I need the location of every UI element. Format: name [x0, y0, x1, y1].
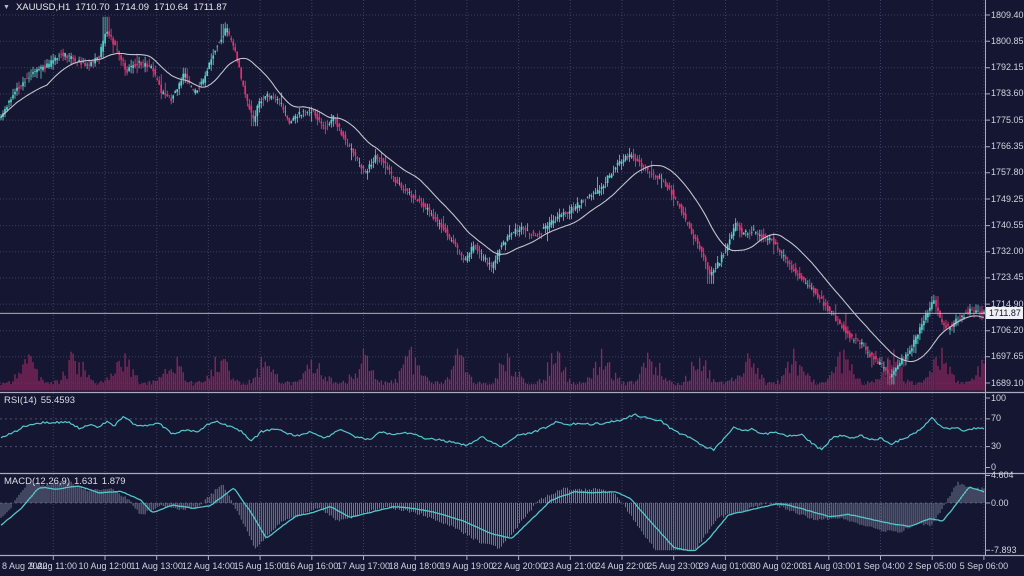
macd-histogram — [0, 480, 985, 551]
price-tick-label: 1740.55 — [991, 220, 1024, 231]
macd-tick-label: -7.893 — [991, 544, 1017, 555]
date-tick-label: 19 Aug 19:00 — [440, 561, 494, 571]
rsi-indicator-label: RSI(14) 55.4593 — [4, 395, 79, 406]
price-tick-label: 1714.90 — [991, 298, 1024, 309]
date-tick-label: 25 Aug 23:00 — [647, 561, 701, 571]
date-tick-label: 11 Aug 13:00 — [130, 561, 183, 571]
symbol-timeframe-label: XAUUSD,H1 — [15, 2, 71, 13]
ohlc-close: 1711.87 — [193, 2, 227, 13]
rsi-tick-label: 70 — [991, 413, 1002, 424]
date-tick-label: 31 Aug 03:00 — [802, 561, 856, 571]
date-tick-label: 18 Aug 18:00 — [388, 561, 442, 571]
rsi-name: RSI(14) — [4, 395, 37, 406]
price-tick-label: 1775.05 — [991, 114, 1024, 125]
price-tick-label: 1706.20 — [991, 325, 1024, 336]
price-tick-label: 1792.15 — [991, 62, 1024, 73]
date-tick-label: 30 Aug 02:00 — [750, 561, 804, 571]
price-tick-label: 1800.85 — [991, 35, 1024, 46]
date-tick-label: 5 Sep 06:00 — [959, 561, 1009, 571]
macd-value-main: 1.631 — [74, 476, 98, 487]
symbol-dropdown-icon[interactable]: ▼ — [3, 4, 10, 11]
price-tick-label: 1723.45 — [991, 272, 1024, 283]
price-tick-label: 1749.25 — [991, 193, 1024, 204]
rsi-tick-label: 0 — [991, 462, 997, 472]
panel-separators[interactable] — [0, 391, 1024, 557]
date-tick-label: 8 Aug 2022 — [2, 561, 48, 571]
date-tick-label: 17 Aug 17:00 — [336, 561, 391, 571]
date-tick-label: 9 Aug 11:00 — [29, 561, 77, 571]
volume-bars — [0, 346, 985, 391]
current-price-badge: 1711.87 — [986, 307, 1023, 319]
price-tick-label: 1766.35 — [991, 141, 1024, 152]
rsi-tick-label: 30 — [991, 441, 1002, 452]
date-tick-label: 12 Aug 14:00 — [181, 561, 235, 571]
candles-up — [0, 28, 985, 378]
price-tick-label: 1783.60 — [991, 88, 1024, 99]
ohlc-low: 1710.64 — [154, 2, 189, 13]
price-tick-label: 1757.80 — [991, 167, 1024, 178]
price-tick-label: 1809.40 — [991, 9, 1024, 20]
date-tick-label: 15 Aug 15:00 — [233, 561, 287, 571]
moving-average-line — [0, 52, 985, 363]
macd-name: MACD(12,26,9) — [4, 476, 70, 487]
macd-tick-label: 0.00 — [991, 497, 1009, 508]
rsi-tick-label: 100 — [991, 392, 1007, 403]
macd-value-signal: 1.879 — [101, 476, 126, 487]
date-tick-label: 22 Aug 20:00 — [492, 561, 546, 571]
date-tick-label: 24 Aug 22:00 — [595, 561, 649, 571]
rsi-value: 55.4593 — [40, 395, 76, 406]
macd-tick-label: 4.604 — [991, 469, 1014, 480]
ohlc-open: 1710.70 — [75, 2, 110, 13]
date-tick-label: 1 Sep 04:00 — [856, 561, 905, 571]
rsi-line — [0, 413, 985, 452]
date-tick-label: 10 Aug 12:00 — [78, 561, 132, 571]
macd-signal-line — [0, 485, 985, 552]
price-tick-label: 1697.65 — [991, 351, 1024, 362]
ohlc-high: 1714.09 — [114, 2, 149, 13]
date-tick-label: 29 Aug 01:00 — [698, 561, 752, 571]
price-tick-label: 1732.00 — [991, 246, 1024, 257]
macd-indicator-label: MACD(12,26,9) 1.631 1.879 — [4, 476, 130, 487]
date-tick-label: 23 Aug 21:00 — [543, 561, 597, 571]
price-tick-label: 1689.10 — [991, 377, 1024, 388]
candles-down — [18, 31, 983, 379]
date-tick-label: 16 Aug 16:00 — [285, 561, 339, 571]
ohlc-info-bar: ▼ XAUUSD,H1 1710.70 1714.09 1710.64 1711… — [3, 2, 227, 13]
date-tick-label: 2 Sep 05:00 — [907, 561, 957, 571]
